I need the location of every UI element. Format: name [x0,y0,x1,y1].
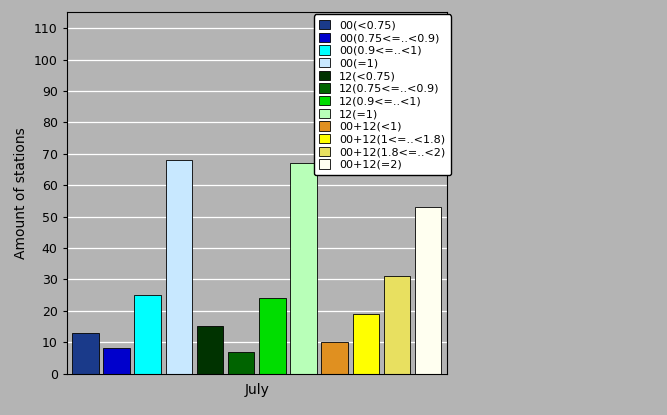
Bar [384,276,410,374]
Bar [103,348,130,374]
Bar [353,314,379,374]
Bar [72,333,99,374]
Legend: 00(<0.75), 00(0.75<=..<0.9), 00(0.9<=..<1), 00(=1), 12(<0.75), 12(0.75<=..<0.9),: 00(<0.75), 00(0.75<=..<0.9), 00(0.9<=..<… [313,15,451,175]
Bar [135,295,161,374]
Bar [228,352,254,374]
Bar [321,342,348,374]
Bar [259,298,285,374]
Bar [415,207,442,374]
Bar [165,160,192,374]
Bar [290,163,317,374]
Bar [197,327,223,374]
Y-axis label: Amount of stations: Amount of stations [14,127,28,259]
